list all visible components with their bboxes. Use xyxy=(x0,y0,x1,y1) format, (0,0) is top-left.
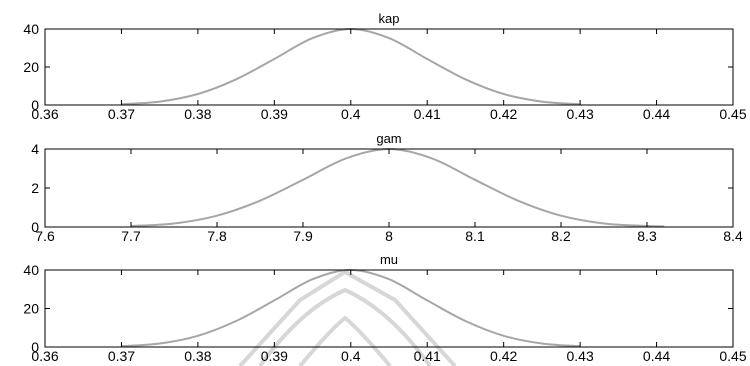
x-tick-label: 8.2 xyxy=(551,228,571,244)
x-tick-label: 7.7 xyxy=(121,228,141,244)
y-tick-label: 20 xyxy=(23,59,39,75)
axes-frame xyxy=(44,28,734,106)
x-tick-label: 0.43 xyxy=(566,106,593,122)
x-tick-label: 8.1 xyxy=(465,228,485,244)
x-tick-label: 0.4 xyxy=(341,348,361,364)
x-tick-label: 0.39 xyxy=(261,348,288,364)
y-tick-label: 2 xyxy=(31,180,39,196)
x-tick-label: 0.43 xyxy=(566,348,593,364)
x-tick-label: 0.38 xyxy=(184,348,211,364)
x-tick-label: 0.4 xyxy=(341,106,361,122)
subplot-kap: kap 0.36 0.37 0.38 0.39 0.4 0.41 0.42 0.43 0.44 0.… xyxy=(23,11,746,122)
x-tick-label: 0.42 xyxy=(490,348,517,364)
x-tick-label: 0.45 xyxy=(719,348,746,364)
subplot-title: gam xyxy=(376,131,401,146)
y-tick-label: 4 xyxy=(31,141,39,157)
x-tick-label: 0.37 xyxy=(108,106,135,122)
series-line xyxy=(121,268,581,348)
x-tick-label: 7.9 xyxy=(293,228,313,244)
x-tick-label: 7.6 xyxy=(35,228,55,244)
x-tick-label: 8 xyxy=(385,228,393,244)
x-tick-label: 0.42 xyxy=(490,106,517,122)
y-tick-label: 0 xyxy=(31,97,39,113)
subplot-title: kap xyxy=(379,11,400,26)
x-tick-label: 0.39 xyxy=(261,106,288,122)
x-tick-label: 0.44 xyxy=(643,348,670,364)
x-tick-label: 0.37 xyxy=(108,348,135,364)
axes-frame xyxy=(44,148,734,228)
y-tick-label: 40 xyxy=(23,21,39,37)
y-tick-label: 20 xyxy=(23,301,39,317)
subplot-title: mu xyxy=(380,252,398,267)
x-tick-label: 0.38 xyxy=(184,106,211,122)
y-tick-label: 0 xyxy=(31,339,39,355)
x-tick-label: 0.36 xyxy=(31,348,58,364)
series-line xyxy=(121,27,581,106)
x-tick-label: 8.4 xyxy=(723,228,743,244)
subplot-gam: gam 7.6 7.7 7.8 7.9 8 8.1 8.2 8.3 8.4 0 2 4 xyxy=(31,131,743,244)
x-tick-label: 0.41 xyxy=(414,348,441,364)
x-tick-label: 0.36 xyxy=(31,106,58,122)
x-tick-label: 7.8 xyxy=(207,228,227,244)
x-tick-label: 0.41 xyxy=(414,106,441,122)
axes-frame xyxy=(44,269,734,348)
y-tick-label: 0 xyxy=(31,219,39,235)
y-tick-label: 40 xyxy=(23,262,39,278)
x-tick-label: 0.44 xyxy=(643,106,670,122)
subplot-mu: mu 0.36 0.37 0.38 0.39 0.4 0.41 0.42 0.43 0.44 0.4… xyxy=(23,252,746,364)
series-line xyxy=(130,147,665,228)
x-tick-label: 0.45 xyxy=(719,106,746,122)
x-tick-label: 8.3 xyxy=(637,228,657,244)
